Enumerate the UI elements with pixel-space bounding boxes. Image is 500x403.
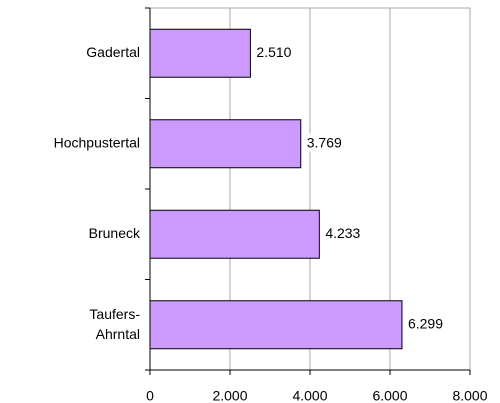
value-label-bg bbox=[304, 133, 345, 152]
value-label-bg bbox=[254, 42, 294, 61]
bar bbox=[149, 28, 251, 78]
x-tick-label: 2.000 bbox=[212, 388, 247, 403]
value-label: 4.233 bbox=[325, 225, 360, 241]
y-tick-label: Taufers-Ahrntal bbox=[89, 305, 140, 341]
value-label: 6.299 bbox=[408, 315, 443, 331]
bar bbox=[149, 119, 302, 169]
x-tick-label: 8.000 bbox=[452, 388, 487, 403]
value-label: 2.510 bbox=[256, 44, 291, 60]
x-tick-label: 6.000 bbox=[372, 388, 407, 403]
bar bbox=[149, 300, 403, 350]
value-label-bg bbox=[323, 223, 363, 242]
y-tick-label: Bruneck bbox=[89, 225, 141, 241]
y-tick-label: Hochpustertal bbox=[54, 134, 140, 150]
value-label-bg bbox=[405, 314, 446, 333]
value-label: 3.769 bbox=[307, 134, 342, 150]
y-tick-label: Gadertal bbox=[86, 44, 140, 60]
bar bbox=[149, 209, 320, 259]
x-tick-label: 0 bbox=[146, 388, 154, 403]
x-tick-label: 4.000 bbox=[292, 388, 327, 403]
